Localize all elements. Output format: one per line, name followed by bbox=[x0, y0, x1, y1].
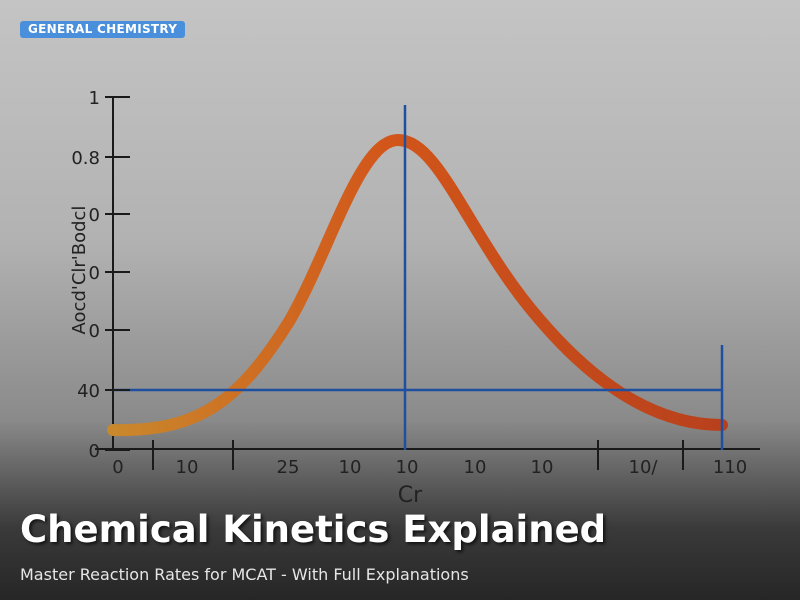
subtitle: Master Reaction Rates for MCAT - With Fu… bbox=[20, 565, 469, 584]
guide-lines bbox=[113, 105, 724, 450]
x-tick-label: 0 bbox=[112, 457, 123, 478]
x-tick-label: 110 bbox=[713, 457, 747, 478]
category-badge: GENERAL CHEMISTRY bbox=[20, 21, 186, 38]
y-tick-label: 0 bbox=[89, 441, 100, 462]
curve bbox=[107, 133, 728, 437]
y-tick-label: 0 bbox=[89, 321, 100, 342]
x-tick-label: 10 bbox=[396, 457, 419, 478]
x-tick-label: 10 bbox=[176, 457, 199, 478]
y-tick-label: 1 bbox=[89, 88, 100, 109]
y-tick-label: 0 bbox=[89, 205, 100, 226]
x-tick-label: 10 bbox=[531, 457, 554, 478]
x-tick-label: 10/ bbox=[629, 457, 659, 478]
x-tick-label: 10 bbox=[464, 457, 487, 478]
y-tick-label: 0 bbox=[89, 263, 100, 284]
y-tick-label: 40 bbox=[77, 381, 100, 402]
title: Chemical Kinetics Explained bbox=[20, 508, 607, 551]
y-axis-label: Aocd'Clr'Bodcl bbox=[69, 206, 90, 335]
y-tick-label: 0.8 bbox=[71, 148, 100, 169]
x-axis-label: Cr bbox=[398, 483, 423, 508]
x-tick-label: 25 bbox=[277, 457, 300, 478]
x-tick-label: 10 bbox=[339, 457, 362, 478]
